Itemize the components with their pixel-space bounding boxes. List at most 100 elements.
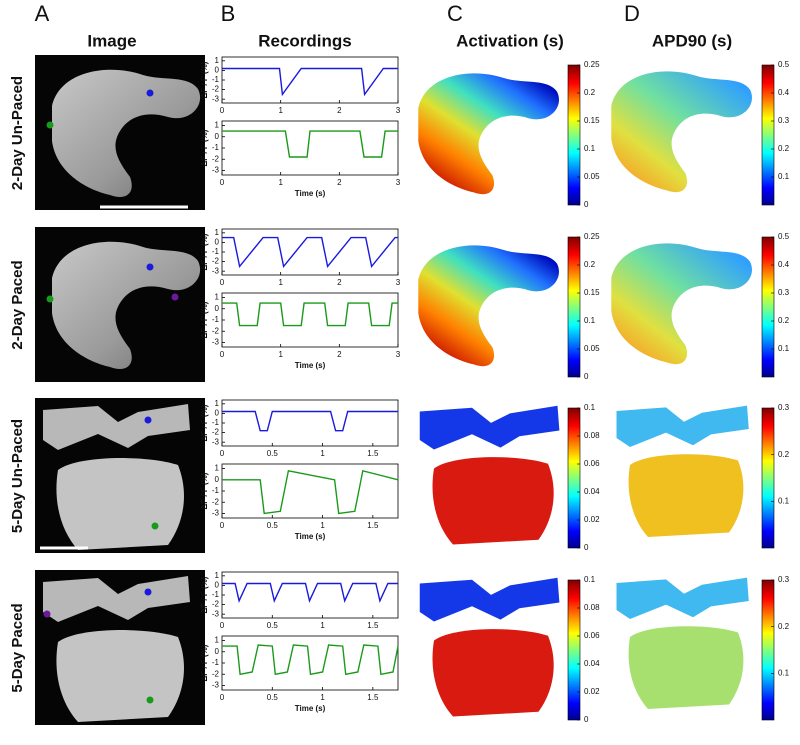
- recording-site: [46, 295, 54, 303]
- colorbar: [761, 407, 775, 549]
- y-tick-label: -3: [212, 266, 220, 275]
- y-tick-label: 0: [215, 475, 220, 484]
- column-header: Activation (s): [456, 31, 564, 50]
- colorbar-tick-label: 0.2: [778, 144, 790, 153]
- y-tick-label: 0: [215, 409, 220, 418]
- activation-map: [419, 577, 560, 622]
- y-tick-label: 0: [215, 66, 220, 75]
- colorbar-tick-label: 0.5: [778, 232, 790, 241]
- colorbar-tick-label: 0.3: [778, 116, 790, 125]
- colorbar-tick-label: 0.2: [584, 88, 596, 97]
- y-tick-label: -1: [212, 418, 220, 427]
- x-tick-label: 1: [278, 278, 283, 287]
- x-tick-label: 0.5: [267, 693, 279, 702]
- recording-site: [171, 293, 179, 301]
- heart-image: [56, 630, 184, 722]
- activation-map: [418, 245, 559, 367]
- colorbar-tick-label: 0.1: [778, 496, 790, 505]
- x-tick-label: 1: [320, 521, 325, 530]
- colorbar-tick-label: 0.05: [584, 344, 600, 353]
- x-tick-label: 3: [396, 350, 401, 359]
- y-tick-label: 0: [215, 581, 220, 590]
- x-tick-label: 1: [320, 621, 325, 630]
- colorbar-tick-label: 0.02: [584, 515, 600, 524]
- colorbar-tick-label: 0.1: [778, 172, 790, 181]
- apd-map: [611, 71, 752, 193]
- colorbar-tick-label: 0.25: [584, 60, 600, 69]
- panel-letter: D: [624, 1, 640, 26]
- x-tick-label: 3: [396, 278, 401, 287]
- x-tick-label: 0: [220, 521, 225, 530]
- x-tick-label: 0: [220, 178, 225, 187]
- y-axis-label: ΔF / F (%): [200, 404, 209, 441]
- colorbar-tick-label: 0.3: [778, 403, 790, 412]
- x-tick-label: 0.5: [267, 621, 279, 630]
- colorbar-tick-label: 0.06: [584, 459, 600, 468]
- colorbar: [761, 236, 775, 378]
- y-tick-label: -2: [212, 669, 220, 678]
- colorbar-tick-label: 0: [584, 715, 589, 724]
- y-tick-label: -3: [212, 681, 220, 690]
- x-tick-label: 0: [220, 449, 225, 458]
- colorbar-tick-label: 0.1: [584, 316, 596, 325]
- colorbar-tick-label: 0.1: [584, 144, 596, 153]
- colorbar-tick-label: 0.05: [584, 172, 600, 181]
- y-tick-label: -2: [212, 600, 220, 609]
- y-axis-label: ΔF / F (%): [200, 129, 209, 166]
- x-tick-label: 0: [220, 693, 225, 702]
- x-tick-label: 0.5: [267, 449, 279, 458]
- column-header: Recordings: [258, 31, 352, 50]
- x-tick-label: 2: [337, 178, 342, 187]
- activation-map: [419, 405, 560, 450]
- y-tick-label: -3: [212, 94, 220, 103]
- y-tick-label: -1: [212, 143, 220, 152]
- colorbar-tick-label: 0.3: [778, 575, 790, 584]
- x-tick-label: 1: [320, 449, 325, 458]
- y-tick-label: -3: [212, 509, 220, 518]
- x-tick-label: 1: [278, 178, 283, 187]
- plot-frame: [221, 120, 399, 176]
- row-label: 2-Day Un-Paced: [9, 76, 26, 190]
- colorbar: [567, 407, 581, 549]
- y-tick-label: 0: [215, 304, 220, 313]
- plot-frame: [221, 571, 399, 619]
- colorbar: [567, 64, 581, 206]
- y-axis-label: ΔF / F (%): [200, 233, 209, 270]
- colorbar-tick-label: 0.06: [584, 631, 600, 640]
- y-tick-label: 1: [215, 464, 220, 473]
- activation-map: [432, 629, 554, 717]
- x-tick-label: 1.5: [367, 621, 379, 630]
- x-tick-label: 1.5: [367, 521, 379, 530]
- panel-letter: A: [35, 1, 50, 26]
- recording-site: [151, 522, 159, 530]
- y-axis-label: ΔF / F (%): [200, 472, 209, 509]
- colorbar-tick-label: 0.1: [584, 403, 596, 412]
- colorbar-tick-label: 0.25: [584, 232, 600, 241]
- y-tick-label: -2: [212, 497, 220, 506]
- colorbar-tick-label: 0.08: [584, 431, 600, 440]
- colorbar-tick-label: 0.4: [778, 88, 790, 97]
- trace: [222, 644, 399, 676]
- y-tick-label: 1: [215, 571, 220, 580]
- y-tick-label: -1: [212, 658, 220, 667]
- colorbar-tick-label: 0.2: [778, 316, 790, 325]
- colorbar-tick-label: 0.2: [584, 260, 596, 269]
- colorbar-tick-label: 0.3: [778, 288, 790, 297]
- y-tick-label: 1: [215, 636, 220, 645]
- colorbar-tick-label: 0.1: [584, 575, 596, 584]
- activation-map: [432, 457, 554, 545]
- x-tick-label: 3: [396, 106, 401, 115]
- y-axis-label: ΔF / F (%): [200, 61, 209, 98]
- y-tick-label: 0: [215, 238, 220, 247]
- trace: [222, 67, 398, 97]
- apd-map: [616, 405, 749, 447]
- colorbar-tick-label: 0.4: [778, 260, 790, 269]
- x-axis-label: Time (s): [295, 361, 326, 370]
- colorbar: [567, 236, 581, 378]
- apd-map: [616, 577, 749, 619]
- y-tick-label: 1: [215, 293, 220, 302]
- y-tick-label: -2: [212, 428, 220, 437]
- panel-letter: C: [447, 1, 463, 26]
- recording-site: [146, 696, 154, 704]
